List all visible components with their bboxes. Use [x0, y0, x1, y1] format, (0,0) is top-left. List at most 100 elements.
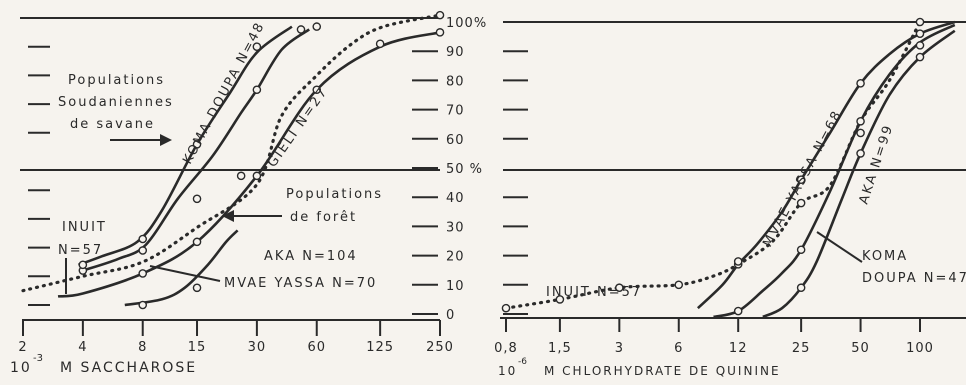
x-tick-label-1: 4 — [78, 340, 87, 355]
left-markers — [78, 10, 445, 310]
data-point-13 — [236, 171, 246, 181]
y-tick-label-0: 0 — [446, 308, 455, 323]
data-point-12 — [252, 171, 262, 181]
left-x-ticks: 2 4 8 15 30 60 125 250 — [18, 320, 454, 355]
left-xlabel: M SACCHAROSE — [60, 360, 197, 376]
data-point-7 — [192, 194, 202, 204]
x-tick-label-4: 30 — [248, 340, 267, 355]
data-point-12 — [856, 116, 865, 126]
y-tick-label-100: 100% — [446, 16, 487, 31]
data-point-15 — [312, 85, 322, 95]
data-point-2 — [138, 234, 148, 244]
y-tick-label-70: 70 — [446, 104, 465, 119]
data-point-1 — [555, 295, 565, 304]
data-point-5 — [733, 257, 743, 266]
x-tick-label-2: 3 — [615, 341, 624, 356]
label-koma-2: DOUPA N=47 — [862, 271, 966, 286]
label-inuit-1: INUIT — [62, 220, 107, 235]
series-koma-doupa-n-48 — [77, 25, 293, 267]
data-point-6 — [192, 139, 202, 149]
annot-foret-1: Populations — [286, 187, 383, 202]
label-gieli-27: GIELI N=27 — [265, 84, 331, 170]
y-tick-label-80: 80 — [446, 74, 465, 89]
y-tick-label-30: 30 — [446, 220, 465, 235]
label-mvae-yassa-70: MVAE YASSA N=70 — [224, 276, 377, 291]
data-point-19 — [296, 25, 306, 34]
data-point-14 — [856, 149, 865, 158]
y-tick-label-90: 90 — [446, 45, 465, 60]
x-tick-label-2: 8 — [138, 340, 147, 355]
right-markers — [501, 17, 925, 316]
data-point-15 — [915, 17, 925, 27]
data-point-4 — [138, 269, 148, 278]
left-xlabel-exp: -3 — [33, 353, 43, 364]
data-point-11 — [856, 79, 865, 88]
y-tick-label-20: 20 — [446, 250, 465, 265]
arrow-savane — [110, 134, 172, 146]
data-point-9 — [192, 283, 202, 293]
data-point-11 — [252, 85, 262, 95]
series-gieli-n-27 — [82, 28, 310, 272]
data-point-1 — [78, 260, 88, 270]
data-point-8 — [796, 198, 806, 208]
x-tick-label-7: 100 — [906, 341, 934, 356]
y-tick-label-10: 10 — [446, 279, 465, 294]
x-tick-label-1: 1,5 — [548, 341, 572, 356]
y-tick-label-60: 60 — [446, 133, 465, 148]
data-point-18 — [915, 52, 925, 62]
data-point-17 — [435, 10, 445, 20]
right-chart: 0 10 20 30 40 50 % 60 70 80 90 100% 0,8 1,5 3 6 12 25 50… — [412, 16, 966, 378]
data-point-16 — [915, 29, 925, 38]
right-xlabel-exp: -6 — [518, 357, 527, 367]
label-inuit-2: N=57 — [58, 243, 103, 258]
x-tick-label-3: 15 — [188, 340, 207, 355]
annot-savane-2: Soudaniennes — [58, 95, 174, 110]
right-x-ticks: 0,8 1,5 3 6 12 25 50 100 — [494, 318, 934, 356]
data-point-7 — [796, 175, 806, 184]
right-xlabel-prefix: 10 — [498, 364, 517, 378]
data-point-5 — [138, 300, 148, 310]
left-curves — [21, 13, 442, 307]
right-y-tick-labels: 0 10 20 30 40 50 % 60 70 80 90 100% — [446, 16, 487, 323]
left-chart: 2 4 8 15 30 60 125 250 Populations Soudaniennes… — [10, 10, 454, 376]
data-point-18 — [435, 28, 445, 37]
x-tick-label-7: 250 — [426, 340, 454, 355]
arrow-foret — [222, 210, 282, 222]
series-aka-n-99 — [713, 23, 956, 319]
left-y-dashes — [28, 45, 50, 306]
y-tick-label-40: 40 — [446, 191, 465, 206]
annot-savane-3: de savane — [70, 117, 155, 132]
label-koma-1: KOMA — [862, 249, 908, 264]
data-point-6 — [733, 306, 743, 316]
data-point-10 — [796, 283, 806, 293]
x-tick-label-6: 125 — [366, 340, 394, 355]
data-point-9 — [796, 245, 806, 255]
y-tick-label-50: 50 % — [446, 162, 483, 177]
series-inuit-n-57 — [504, 20, 922, 310]
pointer-koma — [816, 231, 863, 263]
x-tick-label-5: 25 — [792, 341, 811, 356]
annot-savane-1: Populations — [68, 73, 165, 88]
data-point-2 — [615, 283, 624, 293]
data-point-17 — [915, 41, 925, 50]
data-point-13 — [856, 128, 865, 138]
right-y-dashes — [412, 50, 528, 315]
label-inuit-57: INUIT N=57 — [546, 285, 642, 300]
series-mvae-yassa-n-70 — [57, 31, 441, 298]
label-aka-104: AKA N=104 — [264, 249, 358, 264]
x-tick-label-0: 2 — [18, 340, 27, 355]
x-tick-label-6: 50 — [851, 341, 870, 356]
annot-foret-2: de forêt — [290, 210, 357, 225]
data-point-0 — [501, 303, 511, 313]
series-koma-doupa-n-47 — [762, 29, 956, 319]
label-mvae-yassa-68: MVAE YASSA N=68 — [760, 107, 845, 249]
pointer-mvae — [149, 265, 221, 282]
x-tick-label-5: 60 — [307, 340, 326, 355]
data-point-16 — [375, 39, 385, 49]
x-tick-label-0: 0,8 — [494, 341, 518, 356]
left-xlabel-prefix: 10 — [10, 360, 32, 376]
data-point-3 — [674, 280, 684, 290]
data-point-10 — [252, 42, 262, 52]
right-xlabel: M CHLORHYDRATE DE QUININE — [544, 364, 781, 378]
